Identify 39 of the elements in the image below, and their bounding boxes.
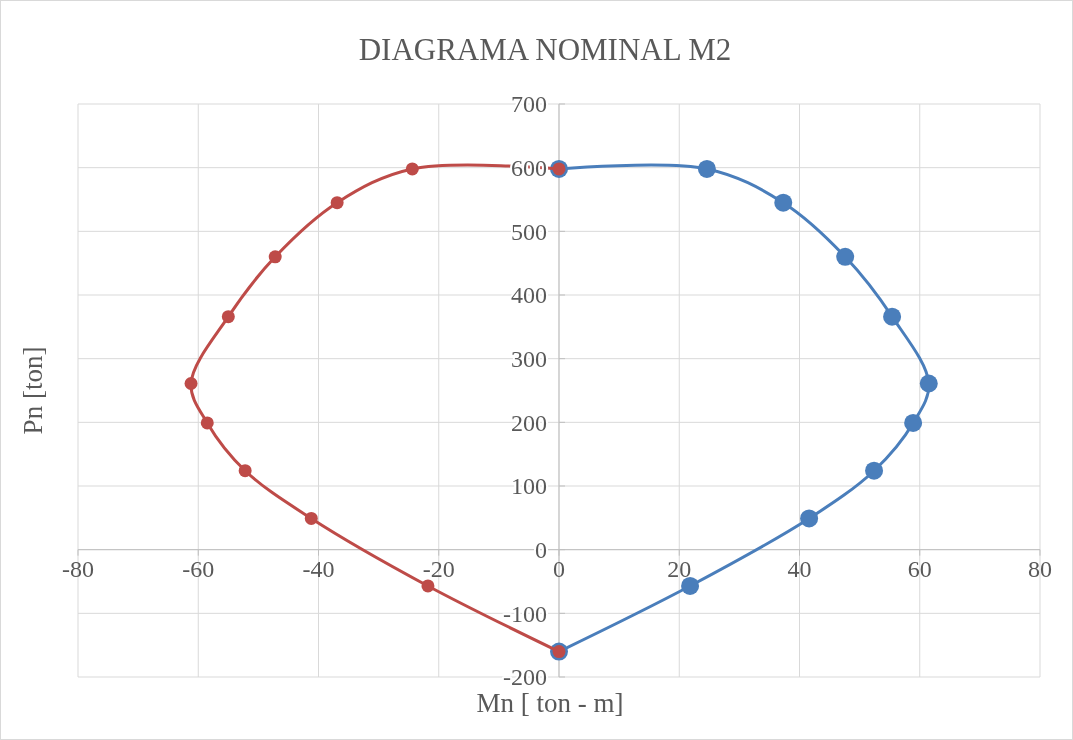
point [800, 509, 819, 528]
y-tick-label: -100 [503, 600, 547, 627]
point [836, 247, 855, 266]
point [221, 310, 235, 324]
point [330, 196, 344, 210]
point [774, 193, 793, 212]
point [421, 579, 435, 593]
x-tick-label: 80 [1028, 555, 1052, 582]
x-tick-label: -60 [182, 555, 215, 582]
point [919, 374, 938, 393]
point [865, 461, 884, 480]
x-axis-title: Mn [ ton - m] [476, 688, 624, 718]
x-tick-label: 20 [667, 555, 692, 582]
point [405, 162, 419, 176]
y-tick-label: 200 [511, 409, 547, 436]
point [883, 307, 902, 326]
y-axis-title: Pn [ton] [18, 346, 48, 435]
point [184, 377, 198, 390]
y-tick-label: 300 [511, 346, 547, 373]
point [200, 416, 214, 430]
x-tick-label: -40 [302, 555, 335, 582]
point [904, 413, 923, 432]
y-tick-label: 500 [511, 218, 547, 245]
x-tick-label: 60 [907, 555, 932, 582]
point [238, 464, 252, 478]
y-tick-label: 400 [511, 282, 547, 309]
point [304, 511, 318, 525]
point [697, 159, 716, 178]
y-tick-label: 0 [535, 537, 547, 564]
chart-title: DIAGRAMA NOMINAL M2 [358, 32, 732, 67]
x-tick-label: 0 [553, 555, 565, 582]
point [268, 250, 282, 264]
x-tick-label: -20 [422, 555, 455, 582]
y-tick-label: 700 [511, 91, 547, 118]
x-tick-label: -80 [62, 555, 94, 582]
y-tick-label: 100 [511, 473, 547, 500]
point [681, 576, 700, 595]
x-tick-label: 40 [787, 555, 812, 582]
y-tick-label: -200 [503, 664, 547, 691]
